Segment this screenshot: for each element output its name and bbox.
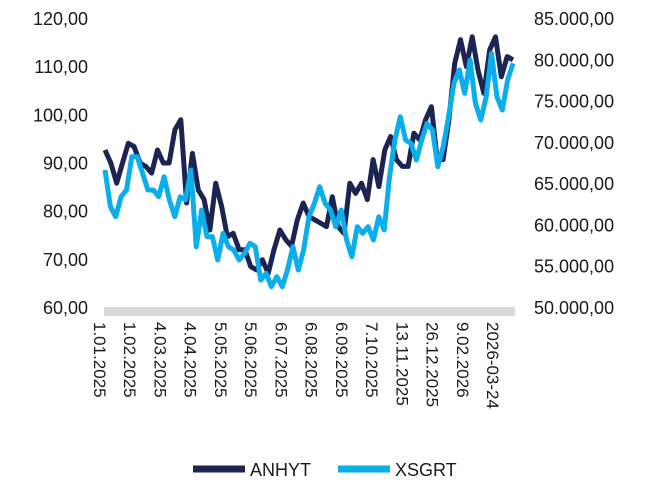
left-y-tick-label: 110,00 [34, 57, 88, 77]
x-tick-label: 4.04.2025 [181, 322, 200, 398]
left-y-tick-label: 90,00 [43, 154, 88, 174]
right-y-tick-label: 50.000,00 [534, 298, 614, 318]
right-y-axis: 50.000,00 55.000,00 60.000,00 65.000,00 70.0… [534, 9, 614, 318]
right-y-tick-label: 60.000,00 [534, 215, 614, 235]
right-y-tick-label: 65.000,00 [534, 174, 614, 194]
left-y-axis: 60,00 70,00 80,00 90,00 100,00 110,00 120,00 [33, 9, 88, 318]
x-axis: 1.01.2025 1.02.2025 4.03.2025 4.04.2025 5.05… [90, 322, 502, 409]
right-y-tick-label: 85.000,00 [534, 9, 614, 29]
legend-label-xsgrt: XSGRT [395, 460, 457, 480]
x-tick-label: 7.10.2025 [362, 322, 381, 398]
x-tick-label: 6.07.2025 [271, 322, 290, 398]
x-tick-label: 2026-03-24 [483, 322, 502, 409]
left-y-tick-label: 70,00 [43, 250, 88, 270]
x-tick-label: 4.03.2025 [150, 322, 169, 398]
series-line-anhyt [102, 34, 515, 276]
x-tick-label: 6.08.2025 [302, 322, 321, 398]
right-y-tick-label: 80.000,00 [534, 50, 614, 70]
x-tick-label: 6.09.2025 [332, 322, 351, 398]
x-tick-label: 13.11.2025 [392, 322, 411, 406]
left-y-tick-label: 120,00 [33, 9, 88, 29]
x-tick-label: 1.01.2025 [90, 322, 109, 398]
x-tick-label: 1.02.2025 [120, 322, 139, 398]
left-y-tick-label: 80,00 [43, 202, 88, 222]
x-tick-label: 5.05.2025 [211, 322, 230, 398]
series-lines [102, 34, 516, 290]
right-y-tick-label: 75.000,00 [534, 92, 614, 112]
x-tick-label: 9.02.2026 [453, 322, 472, 398]
x-tick-label: 26.12.2025 [423, 322, 442, 407]
left-y-tick-label: 60,00 [43, 298, 88, 318]
legend: ANHYT XSGRT [193, 460, 457, 480]
x-tick-label: 5.06.2025 [241, 322, 260, 398]
series-line-xsgrt [102, 50, 516, 290]
left-y-tick-label: 100,00 [33, 105, 88, 125]
x-axis-line [104, 307, 515, 316]
right-y-tick-label: 55.000,00 [534, 257, 614, 277]
legend-label-anhyt: ANHYT [250, 460, 311, 480]
right-y-tick-label: 70.000,00 [534, 133, 614, 153]
